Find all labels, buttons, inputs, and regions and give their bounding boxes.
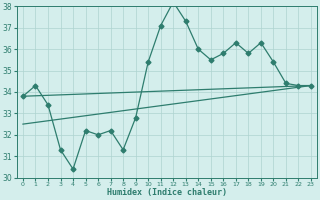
X-axis label: Humidex (Indice chaleur): Humidex (Indice chaleur) xyxy=(107,188,227,197)
